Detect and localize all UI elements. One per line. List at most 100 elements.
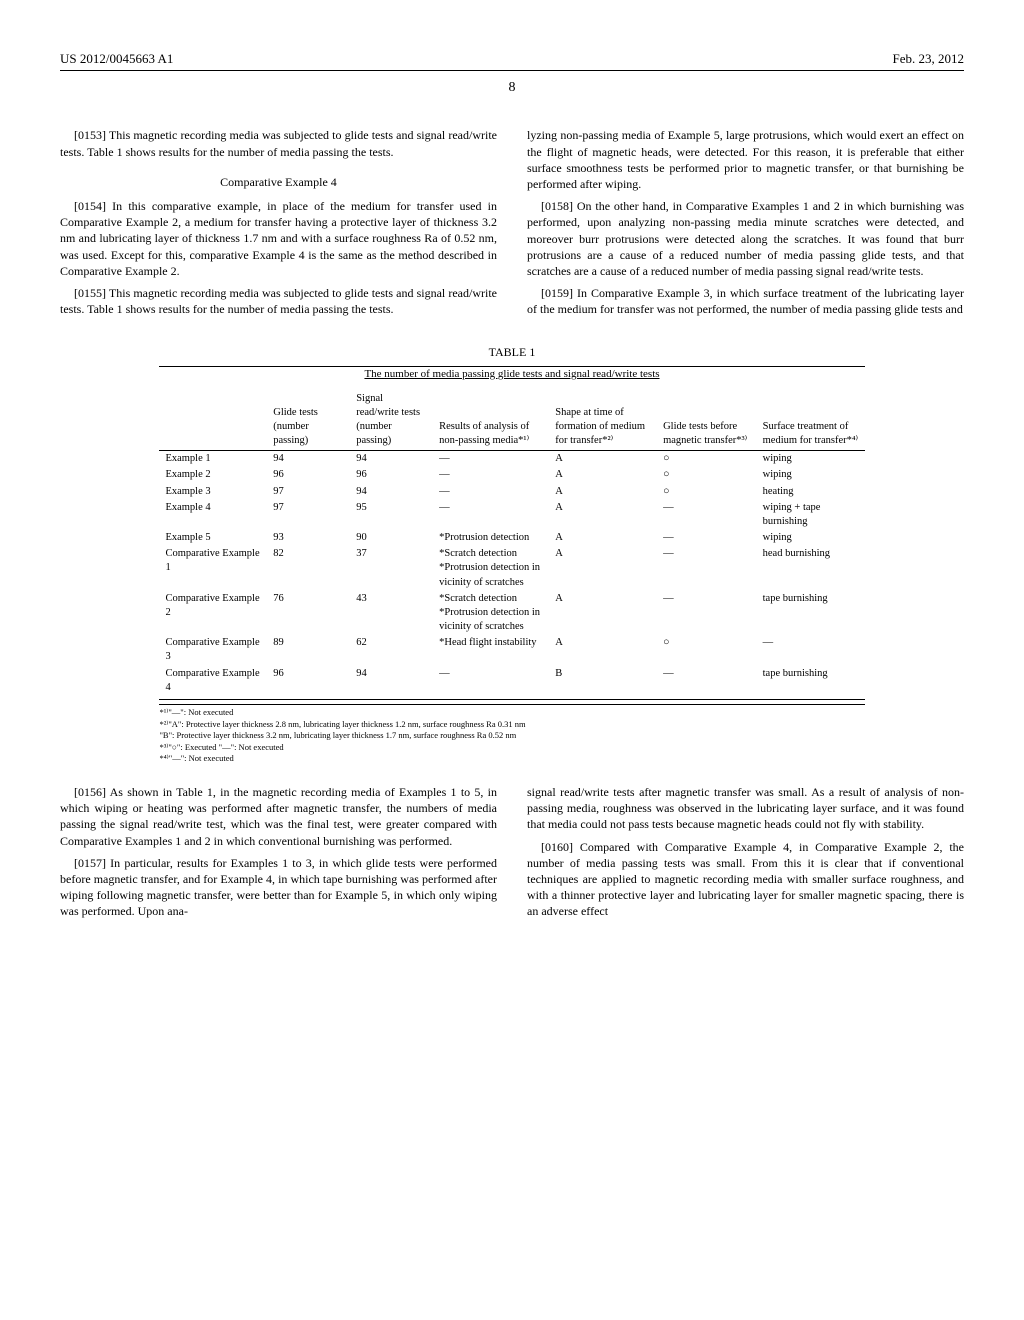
- table-cell: —: [657, 666, 757, 700]
- para-0156: [0156] As shown in Table 1, in the magne…: [60, 784, 497, 849]
- para-num: [0153]: [74, 128, 106, 142]
- table-cell: A: [549, 451, 657, 468]
- table-row: Comparative Example 18237*Scratch detect…: [159, 546, 864, 591]
- para-num: [0160]: [541, 840, 573, 854]
- table-cell: —: [757, 635, 865, 665]
- table-cell: —: [433, 451, 549, 468]
- table-cell: Example 1: [159, 451, 267, 468]
- table-cell: —: [433, 666, 549, 700]
- para-0159: [0159] In Comparative Example 3, in whic…: [527, 285, 964, 317]
- para-0154: [0154] In this comparative example, in p…: [60, 198, 497, 279]
- table-cell: 96: [267, 467, 350, 483]
- table-cell: 90: [350, 530, 433, 546]
- footnote-line: *²⁾"A": Protective layer thickness 2.8 n…: [159, 719, 864, 730]
- table-cell: wiping + tape burnishing: [757, 500, 865, 530]
- col-header: Surface treatment of medium for transfer…: [757, 390, 865, 451]
- col-header: Shape at time of formation of medium for…: [549, 390, 657, 451]
- table-cell: 94: [350, 451, 433, 468]
- table-cell: A: [549, 484, 657, 500]
- table-cell: 43: [350, 591, 433, 636]
- table-row: Example 49795—A—wiping + tape burnishing: [159, 500, 864, 530]
- table-cell: wiping: [757, 467, 865, 483]
- upper-right-col: lyzing non-passing media of Example 5, l…: [527, 127, 964, 323]
- table-1-block: TABLE 1 The number of media passing glid…: [159, 344, 864, 765]
- table-cell: head burnishing: [757, 546, 865, 591]
- table-cell: 89: [267, 635, 350, 665]
- para-num: [0159]: [541, 286, 573, 300]
- footnote-line: *¹⁾"—": Not executed: [159, 707, 864, 718]
- table-cell: wiping: [757, 530, 865, 546]
- table-cell: 62: [350, 635, 433, 665]
- comparative-example-4-heading: Comparative Example 4: [60, 174, 497, 190]
- para-text: On the other hand, in Comparative Exampl…: [527, 199, 964, 278]
- table-cell: A: [549, 546, 657, 591]
- para-text: In particular, results for Examples 1 to…: [60, 856, 497, 919]
- table-row: Example 39794—A○heating: [159, 484, 864, 500]
- table-cell: 94: [350, 666, 433, 700]
- para-right-1: lyzing non-passing media of Example 5, l…: [527, 127, 964, 192]
- table-cell: Comparative Example 4: [159, 666, 267, 700]
- page-number: 8: [60, 79, 964, 98]
- table-cell: ○: [657, 467, 757, 483]
- para-text: This magnetic recording media was subjec…: [60, 128, 497, 158]
- para-num: [0155]: [74, 286, 106, 300]
- table-cell: tape burnishing: [757, 666, 865, 700]
- lower-right-col: signal read/write tests after magnetic t…: [527, 784, 964, 926]
- col-header: Glide tests before magnetic transfer*³⁾: [657, 390, 757, 451]
- para-num: [0158]: [541, 199, 573, 213]
- table-label: TABLE 1: [159, 344, 864, 360]
- table-cell: 76: [267, 591, 350, 636]
- upper-left-col: [0153] This magnetic recording media was…: [60, 127, 497, 323]
- table-cell: —: [657, 591, 757, 636]
- table-cell: A: [549, 635, 657, 665]
- para-num: [0156]: [74, 785, 106, 799]
- table-cell: 97: [267, 500, 350, 530]
- table-cell: 96: [350, 467, 433, 483]
- results-table: Glide tests (number passing) Signal read…: [159, 390, 864, 700]
- col-header: Signal read/write tests (number passing): [350, 390, 433, 451]
- para-num: [0154]: [74, 199, 106, 213]
- footnote-line: *³⁾"○": Executed "—": Not executed: [159, 742, 864, 753]
- table-cell: Comparative Example 2: [159, 591, 267, 636]
- table-footnotes: *¹⁾"—": Not executed*²⁾"A": Protective l…: [159, 704, 864, 764]
- table-cell: A: [549, 530, 657, 546]
- table-cell: *Scratch detection *Protrusion detection…: [433, 546, 549, 591]
- table-row: Comparative Example 38962*Head flight in…: [159, 635, 864, 665]
- table-cell: wiping: [757, 451, 865, 468]
- table-cell: —: [657, 500, 757, 530]
- para-0160: [0160] Compared with Comparative Example…: [527, 839, 964, 920]
- para-text: Compared with Comparative Example 4, in …: [527, 840, 964, 919]
- table-cell: A: [549, 591, 657, 636]
- col-header: Glide tests (number passing): [267, 390, 350, 451]
- table-cell: Example 2: [159, 467, 267, 483]
- table-cell: heating: [757, 484, 865, 500]
- para-0153: [0153] This magnetic recording media was…: [60, 127, 497, 159]
- table-cell: *Scratch detection *Protrusion detection…: [433, 591, 549, 636]
- footnote-line: *⁴⁾"—": Not executed: [159, 753, 864, 764]
- para-0157: [0157] In particular, results for Exampl…: [60, 855, 497, 920]
- table-row: Example 59390*Protrusion detectionA—wipi…: [159, 530, 864, 546]
- table-cell: —: [657, 530, 757, 546]
- table-cell: —: [433, 500, 549, 530]
- table-header-row: Glide tests (number passing) Signal read…: [159, 390, 864, 451]
- para-right-2: signal read/write tests after magnetic t…: [527, 784, 964, 833]
- table-row: Example 19494—A○wiping: [159, 451, 864, 468]
- table-cell: 93: [267, 530, 350, 546]
- upper-columns: [0153] This magnetic recording media was…: [60, 127, 964, 323]
- doc-date: Feb. 23, 2012: [893, 50, 965, 68]
- table-cell: Example 5: [159, 530, 267, 546]
- table-cell: B: [549, 666, 657, 700]
- table-cell: 82: [267, 546, 350, 591]
- table-cell: —: [657, 546, 757, 591]
- lower-columns: [0156] As shown in Table 1, in the magne…: [60, 784, 964, 926]
- col-header: [159, 390, 267, 451]
- page-header: US 2012/0045663 A1 Feb. 23, 2012: [60, 50, 964, 71]
- table-title: The number of media passing glide tests …: [159, 367, 864, 382]
- table-cell: ○: [657, 451, 757, 468]
- table-cell: Example 4: [159, 500, 267, 530]
- para-0158: [0158] On the other hand, in Comparative…: [527, 198, 964, 279]
- para-num: [0157]: [74, 856, 106, 870]
- table-cell: —: [433, 484, 549, 500]
- table-cell: *Head flight instability: [433, 635, 549, 665]
- table-cell: —: [433, 467, 549, 483]
